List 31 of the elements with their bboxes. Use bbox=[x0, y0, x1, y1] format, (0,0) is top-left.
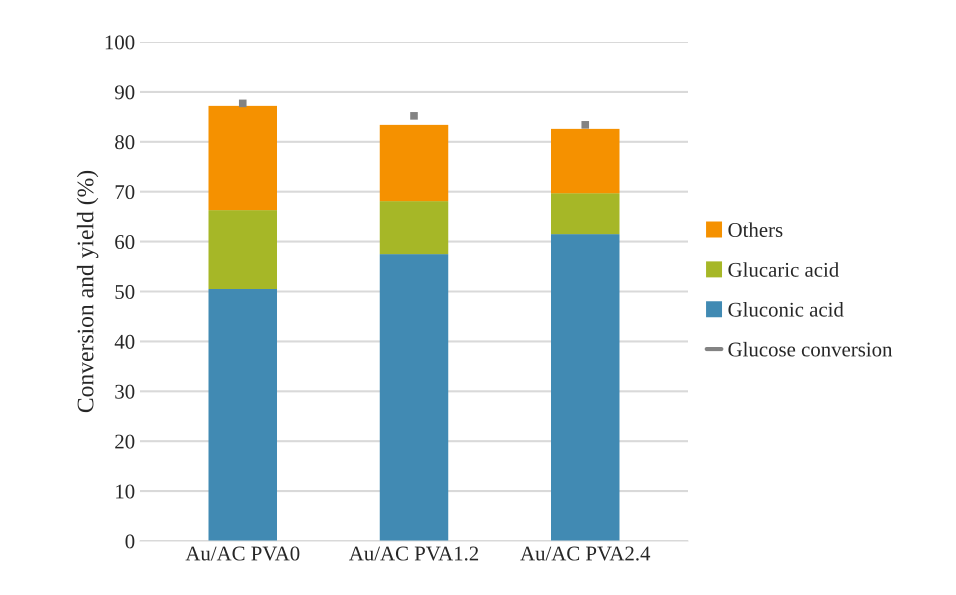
y-tick-label: 0 bbox=[126, 534, 134, 548]
bar bbox=[551, 234, 620, 541]
x-tick-label: Au/AC PVA1.2 bbox=[348, 546, 478, 561]
point bbox=[410, 112, 418, 120]
legend-label: Others bbox=[728, 222, 782, 237]
bar bbox=[380, 201, 448, 254]
bar bbox=[208, 289, 277, 541]
bar bbox=[208, 106, 277, 210]
bar bbox=[380, 124, 448, 202]
y-tick-label: 40 bbox=[114, 334, 134, 349]
point bbox=[238, 100, 247, 108]
legend-label: Glucaric acid bbox=[728, 262, 839, 277]
y-tick-label: 90 bbox=[114, 85, 134, 100]
bar bbox=[380, 254, 448, 541]
legend-label: Glucose conversion bbox=[728, 342, 892, 357]
y-tick-label: 20 bbox=[115, 434, 134, 449]
bar bbox=[208, 210, 277, 290]
y-tick-label: 60 bbox=[115, 234, 134, 250]
y-tick-label: 100 bbox=[106, 35, 134, 50]
legend-label: Gluconic acid bbox=[728, 302, 844, 317]
bar bbox=[551, 128, 620, 194]
x-tick-label: Au/AC PVA2.4 bbox=[520, 546, 650, 561]
y-tick-label: 50 bbox=[116, 284, 134, 299]
point bbox=[581, 121, 590, 129]
y-tick-label: 10 bbox=[116, 484, 134, 499]
y-tick-label: 30 bbox=[115, 384, 134, 399]
y-tick-label: 80 bbox=[115, 135, 134, 150]
y-axis-title: Conversion and yield (%) bbox=[76, 170, 98, 412]
x-tick-label: Au/AC PVA0 bbox=[186, 546, 300, 561]
y-tick-label: 70 bbox=[116, 185, 134, 200]
bar bbox=[551, 193, 620, 234]
